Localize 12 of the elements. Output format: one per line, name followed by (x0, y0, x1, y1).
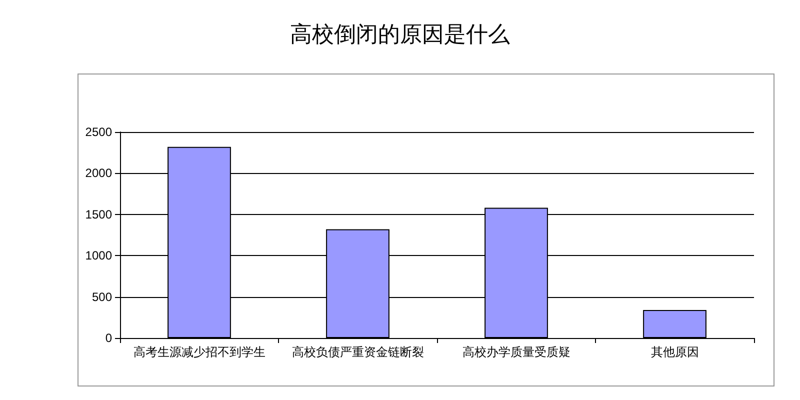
y-tick-label: 1500 (85, 207, 112, 222)
chart-title: 高校倒闭的原因是什么 (290, 22, 510, 46)
y-tick-label: 500 (92, 290, 112, 304)
x-tick-label: 高校负债严重资金链断裂 (292, 345, 424, 359)
y-tick-label: 2000 (85, 166, 112, 180)
y-tick-label: 0 (105, 331, 112, 345)
y-tick-label: 1000 (85, 248, 112, 263)
x-tick-label: 高校办学质量受质疑 (462, 345, 570, 359)
x-tick-label: 其他原因 (650, 345, 699, 359)
x-tick-label: 高考生源减少招不到学生 (133, 345, 266, 359)
y-tick-label: 2500 (85, 125, 112, 139)
bar (643, 310, 706, 338)
